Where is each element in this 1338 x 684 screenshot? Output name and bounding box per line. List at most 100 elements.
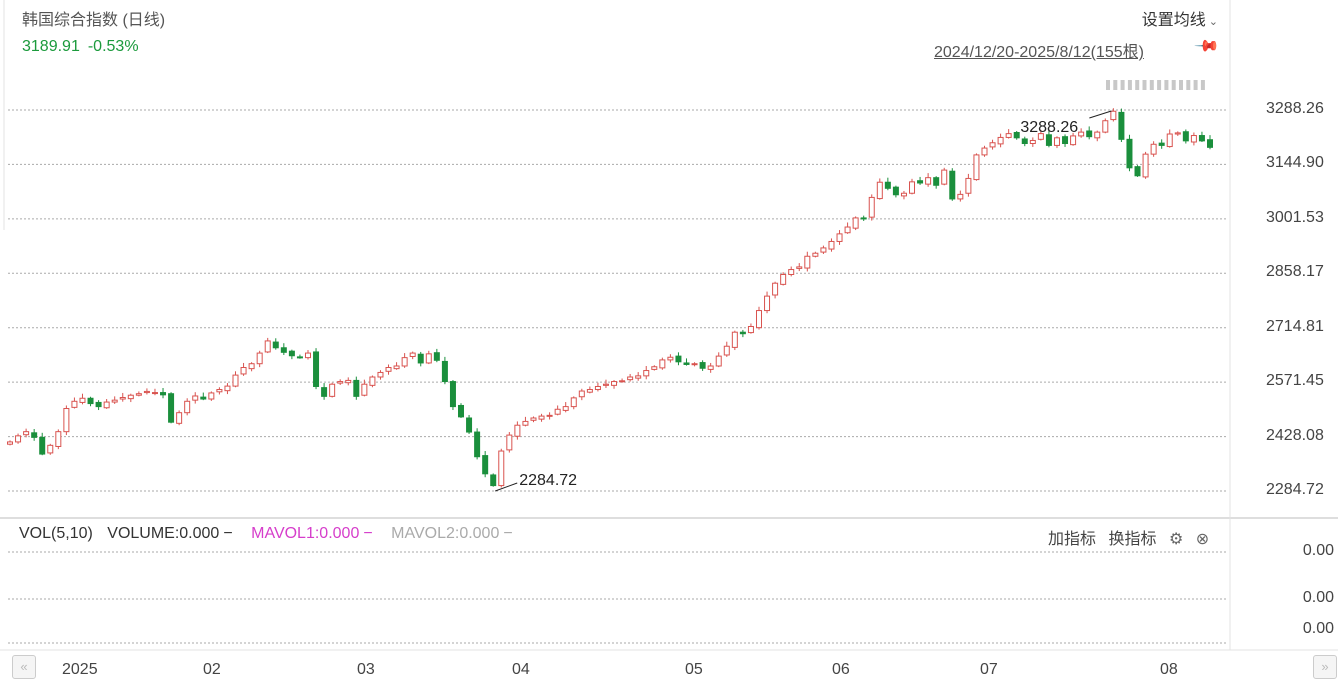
y-tick-label: 2571.45 (1266, 372, 1324, 390)
candle (820, 245, 827, 254)
x-tick-label: 02 (203, 661, 221, 678)
candle (828, 238, 835, 252)
candle (353, 376, 360, 400)
annotation-arrow (1089, 110, 1112, 119)
candle (337, 379, 344, 385)
y-tick-label: 3144.90 (1266, 154, 1324, 172)
candle (63, 405, 70, 436)
gear-icon[interactable]: ⚙ (1168, 531, 1184, 548)
candle (643, 365, 650, 380)
candle (981, 145, 988, 157)
candle (707, 362, 714, 373)
candle (522, 416, 529, 427)
candle (836, 230, 843, 245)
candle (941, 167, 948, 186)
candle (31, 429, 38, 441)
candle (1021, 136, 1028, 147)
candle (119, 392, 126, 402)
candle (224, 383, 231, 395)
candle (466, 414, 473, 434)
candle (200, 392, 207, 401)
candle (377, 370, 384, 380)
x-tick-label: 08 (1160, 661, 1178, 678)
candle (304, 350, 311, 360)
candle (852, 216, 859, 231)
candle (7, 440, 13, 446)
chart-title: 韩国综合指数 (日线) (22, 12, 166, 29)
candle (433, 348, 440, 363)
y-tick-label: 2858.17 (1266, 263, 1324, 281)
candle (39, 432, 46, 456)
candle (514, 421, 521, 440)
candle (313, 348, 320, 390)
candle (1118, 108, 1125, 142)
candle (683, 358, 690, 366)
candle (723, 341, 730, 357)
candle (619, 378, 626, 383)
range-marker (1186, 80, 1191, 90)
range-marker (1171, 80, 1176, 90)
candle (538, 413, 545, 422)
candle (151, 388, 158, 396)
range-marker (1149, 80, 1154, 90)
vol-y-tick: 0.00 (1302, 542, 1334, 559)
candle (1142, 151, 1149, 179)
candle (192, 392, 199, 404)
candle (691, 362, 698, 367)
scroll-right-button[interactable]: » (1313, 655, 1337, 679)
x-tick-label: 07 (980, 661, 998, 678)
candle (208, 391, 215, 401)
candle (87, 396, 94, 407)
candle (361, 379, 368, 397)
ma-setting-button[interactable]: 设置均线 ⌄ (1142, 6, 1218, 30)
candle (731, 330, 738, 351)
candle (747, 323, 754, 334)
candle (675, 352, 682, 366)
ma-setting-label: 设置均线 (1141, 12, 1206, 29)
range-marker (1113, 80, 1118, 90)
range-marker (1127, 80, 1132, 90)
chevron-down-icon: ⌄ (1208, 16, 1218, 28)
candle (296, 354, 303, 359)
candle (288, 349, 295, 360)
candle (1078, 128, 1085, 138)
candle (973, 153, 980, 181)
candle (1094, 130, 1101, 142)
candle (755, 306, 762, 330)
candle (1102, 118, 1109, 134)
dash-icon: − (223, 525, 233, 542)
candle (739, 329, 746, 338)
candle (562, 402, 569, 413)
candle (506, 432, 513, 453)
candle (844, 222, 851, 234)
candle (1150, 141, 1157, 157)
candle (1045, 130, 1052, 148)
candle (498, 448, 505, 488)
max-annotation: 3288.26 (1020, 119, 1078, 136)
candle (240, 362, 247, 376)
candle (1005, 129, 1012, 139)
range-marker (1135, 80, 1140, 90)
scroll-left-button[interactable]: « (12, 655, 36, 679)
candles (7, 108, 1213, 488)
candle (578, 388, 585, 401)
candle (135, 391, 142, 397)
candle (667, 354, 674, 363)
add-indicator-button[interactable]: 加指标 (1048, 531, 1097, 548)
candle (917, 176, 924, 185)
x-tick-label: 05 (685, 661, 703, 678)
date-range-link[interactable]: 2024/12/20-2025/8/12(155根) (934, 44, 1144, 61)
switch-indicator-button[interactable]: 换指标 (1108, 531, 1157, 548)
candle (884, 177, 891, 191)
y-tick-label: 3288.26 (1266, 100, 1324, 117)
candle (160, 388, 167, 399)
x-tick-label: 03 (357, 661, 375, 678)
candle (1013, 130, 1020, 140)
candle (804, 251, 811, 272)
volume-legend: VOL(5,10) VOLUME:0.000− MAVOL1:0.000− MA… (19, 525, 513, 543)
annotation-arrow (495, 482, 518, 492)
close-icon[interactable]: ⊗ (1195, 531, 1210, 548)
candle (71, 397, 78, 409)
candle (796, 263, 803, 272)
